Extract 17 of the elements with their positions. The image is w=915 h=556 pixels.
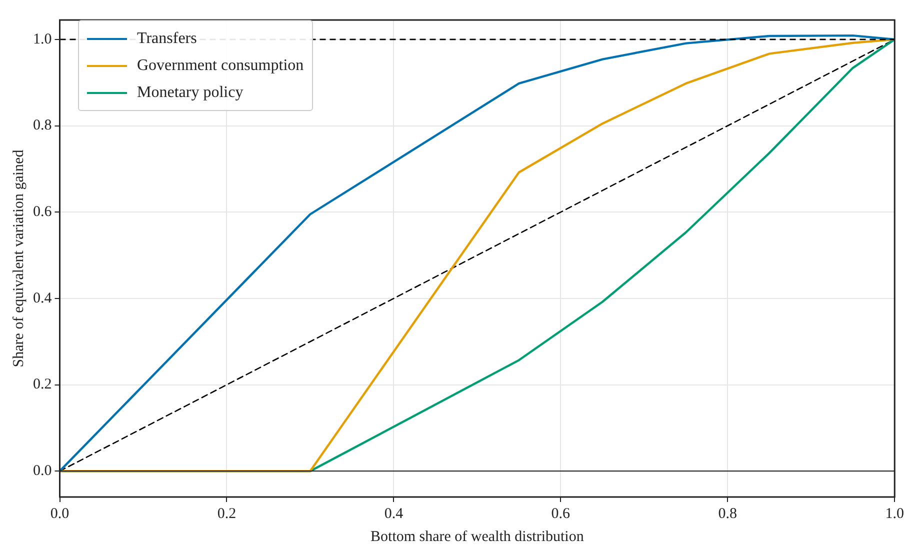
- y-tick-label: 0.2: [33, 376, 52, 393]
- legend-label: Monetary policy: [137, 84, 244, 102]
- legend-label: Transfers: [137, 30, 197, 48]
- x-tick-label: 0.4: [384, 506, 404, 522]
- x-tick-label: 0.6: [551, 506, 571, 522]
- y-tick-label: 0.4: [33, 290, 52, 306]
- y-tick-label: 0.6: [33, 204, 52, 220]
- y-axis-title: Share of equivalent variation gained: [10, 149, 27, 368]
- x-tick-label: 0.2: [217, 506, 236, 522]
- x-tick-label: 0.0: [50, 506, 70, 522]
- x-axis-title: Bottom share of wealth distribution: [370, 528, 584, 545]
- y-tick-label: 0.0: [33, 463, 52, 480]
- x-tick-label: 1.0: [885, 506, 904, 522]
- x-tick-label: 0.8: [718, 506, 738, 522]
- legend-label: Government consumption: [137, 56, 304, 74]
- y-tick-label: 1.0: [33, 31, 52, 48]
- y-tick-label: 0.8: [33, 118, 52, 134]
